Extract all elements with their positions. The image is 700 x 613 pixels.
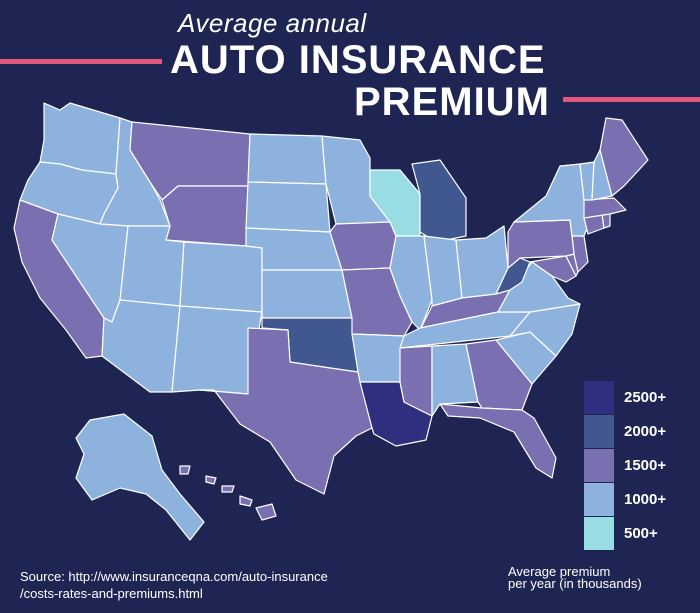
legend-item: 500+ (584, 517, 694, 551)
legend-label: 1000+ (624, 491, 667, 508)
state-ma[interactable] (583, 197, 627, 219)
legend-swatch (584, 449, 614, 482)
state-ak[interactable] (75, 413, 205, 541)
state-ri[interactable] (601, 213, 611, 229)
accent-rule-right (563, 97, 700, 102)
state-me[interactable] (599, 117, 649, 197)
state-wy[interactable] (161, 185, 249, 247)
legend-swatch (584, 381, 614, 414)
legend-label: 2000+ (624, 423, 667, 440)
state-hi[interactable] (179, 465, 277, 521)
legend-caption-line1: Average premium (508, 564, 611, 579)
source-citation: Source: http://www.insuranceqna.com/auto… (20, 568, 400, 602)
states-layer (13, 102, 649, 541)
state-tx[interactable] (199, 327, 373, 495)
state-ar[interactable] (351, 333, 405, 383)
legend-swatch (584, 517, 614, 550)
legend-label: 500+ (624, 525, 658, 542)
state-mi[interactable] (411, 159, 467, 243)
legend-swatch (584, 415, 614, 448)
title-subtitle: Average annual (178, 8, 367, 38)
state-al[interactable] (431, 343, 479, 417)
accent-rule-left (0, 59, 162, 64)
state-ia[interactable] (329, 221, 397, 271)
legend-item: 2000+ (584, 415, 694, 449)
legend-label: 1500+ (624, 457, 667, 474)
state-fl[interactable] (439, 403, 557, 479)
legend-item: 2500+ (584, 381, 694, 415)
source-line2: /costs-rates-and-premiums.html (20, 586, 203, 601)
legend-item: 1500+ (584, 449, 694, 483)
state-co[interactable] (179, 241, 263, 313)
state-ks[interactable] (261, 269, 353, 319)
state-ms[interactable] (399, 345, 433, 417)
legend-caption-line2: per year (in thousands) (508, 576, 642, 591)
legend-label: 2500+ (624, 389, 667, 406)
state-nd[interactable] (247, 133, 327, 185)
state-sd[interactable] (245, 181, 331, 233)
title-main-line2: PREMIUM (354, 80, 550, 124)
legend-item: 1000+ (584, 483, 694, 517)
title-main-line1: AUTO INSURANCE (170, 38, 546, 82)
source-line1: Source: http://www.insuranceqna.com/auto… (20, 569, 328, 584)
legend-swatch (584, 483, 614, 516)
legend-caption: Average premium per year (in thousands) (508, 564, 698, 591)
